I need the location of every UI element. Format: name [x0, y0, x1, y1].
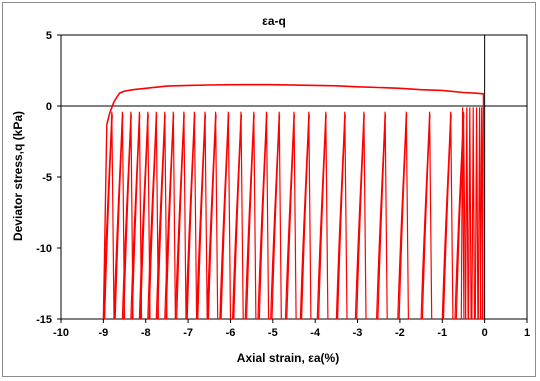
x-tick-label: -7 — [183, 327, 193, 339]
cycle-loop — [130, 111, 143, 320]
cycle-loop — [174, 111, 187, 320]
final-rise-line — [481, 93, 485, 320]
cycle-loop — [316, 111, 329, 320]
y-tick-label: 0 — [46, 101, 52, 113]
cycle-loop — [138, 111, 151, 320]
final-cycle-line — [471, 107, 476, 320]
x-axis-label: Axial strain, εa(%) — [237, 351, 339, 365]
y-tick-label: -15 — [36, 314, 52, 326]
x-tick-label: -3 — [353, 327, 363, 339]
cycle-loop — [147, 111, 159, 320]
final-cycle-line — [460, 107, 465, 320]
plot-area: -10 -9 -8 -7 -6 -5 -4 -3 -2 -1 0 150-5-10-15 — [36, 30, 530, 339]
cycle-loop — [196, 111, 208, 320]
x-tick-label: -5 — [268, 327, 278, 339]
x-tick-label: -4 — [310, 327, 321, 339]
cycle-loop — [219, 111, 232, 320]
cycle-loop — [270, 111, 282, 320]
x-tick-label: 1 — [524, 327, 530, 339]
cycle-loop — [155, 111, 168, 320]
x-tick-label: -9 — [98, 327, 108, 339]
x-tick-label: -10 — [53, 327, 69, 339]
y-tick-label: -10 — [36, 243, 52, 255]
cycle-loop — [257, 111, 270, 320]
cycle-loop — [299, 111, 312, 320]
cycle-loop — [441, 111, 454, 320]
x-tick-label: -2 — [395, 327, 405, 339]
cycle-loop — [420, 111, 433, 320]
final-cycle-line — [465, 107, 469, 320]
x-tick-label: 0 — [482, 327, 488, 339]
cycle-loop — [284, 111, 297, 320]
cycle-loop — [232, 111, 244, 320]
cycle-loop — [397, 111, 409, 320]
cycle-loop — [206, 111, 219, 320]
cycle-loop — [354, 111, 367, 320]
cycle-loop — [164, 111, 176, 320]
cycle-loop — [376, 111, 388, 320]
y-axis-label: Deviator stress,q (kPa) — [11, 111, 25, 241]
cycle-loop — [454, 111, 467, 320]
final-cycle-line — [474, 107, 479, 320]
cycle-loop — [121, 111, 134, 320]
cycle-loop — [113, 111, 126, 320]
x-tick-label: -8 — [141, 327, 151, 339]
upper-envelope-line — [106, 83, 485, 125]
cycle-loop — [244, 111, 257, 320]
x-tick-label: -1 — [437, 327, 447, 339]
final-cycle-line — [467, 107, 472, 320]
cycle-loop — [185, 111, 198, 320]
y-tick-label: 5 — [46, 30, 52, 42]
x-tick-label: -6 — [226, 327, 236, 339]
y-tick-label: -5 — [42, 172, 52, 184]
initial-loading-line — [102, 124, 108, 320]
cycle-loop — [335, 111, 348, 320]
chart-title: εa-q — [262, 14, 286, 28]
